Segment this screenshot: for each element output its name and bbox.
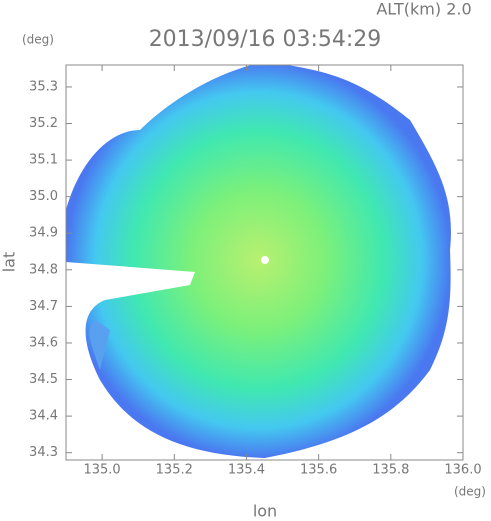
- x-tick-label: 135.6: [300, 463, 337, 478]
- x-unit: (deg): [454, 485, 486, 499]
- y-tick-label: 34.8: [29, 262, 58, 277]
- x-axis-label: lon: [253, 502, 277, 521]
- altitude-label: ALT(km) 2.0: [376, 0, 471, 19]
- chart-title: 2013/09/16 03:54:29: [149, 27, 382, 52]
- y-unit: (deg): [22, 33, 54, 47]
- y-tick-label: 35.2: [29, 116, 58, 131]
- echo-edge: [89, 320, 110, 370]
- y-tick-label: 34.6: [29, 335, 58, 350]
- y-tick-label: 34.7: [29, 299, 58, 314]
- plot-frame: [65, 64, 464, 461]
- radar-echo: [66, 65, 451, 458]
- x-tick-label: 135.0: [83, 463, 120, 478]
- y-axis-label: lat: [0, 252, 19, 273]
- x-tick-label: 135.4: [228, 463, 265, 478]
- y-tick-label: 35.0: [29, 189, 58, 204]
- echo-area: [66, 65, 451, 458]
- y-tick-label: 35.3: [29, 79, 58, 94]
- y-tick-label: 34.5: [29, 372, 58, 387]
- x-tick-label: 136.0: [444, 463, 481, 478]
- x-tick-label: 135.8: [372, 463, 409, 478]
- y-tick-label: 34.4: [29, 409, 58, 424]
- x-tick-label: 135.2: [156, 463, 193, 478]
- y-tick-label: 35.1: [29, 153, 58, 168]
- y-tick-label: 34.9: [29, 226, 58, 241]
- radar-site: [261, 256, 269, 264]
- y-tick-label: 34.3: [29, 445, 58, 460]
